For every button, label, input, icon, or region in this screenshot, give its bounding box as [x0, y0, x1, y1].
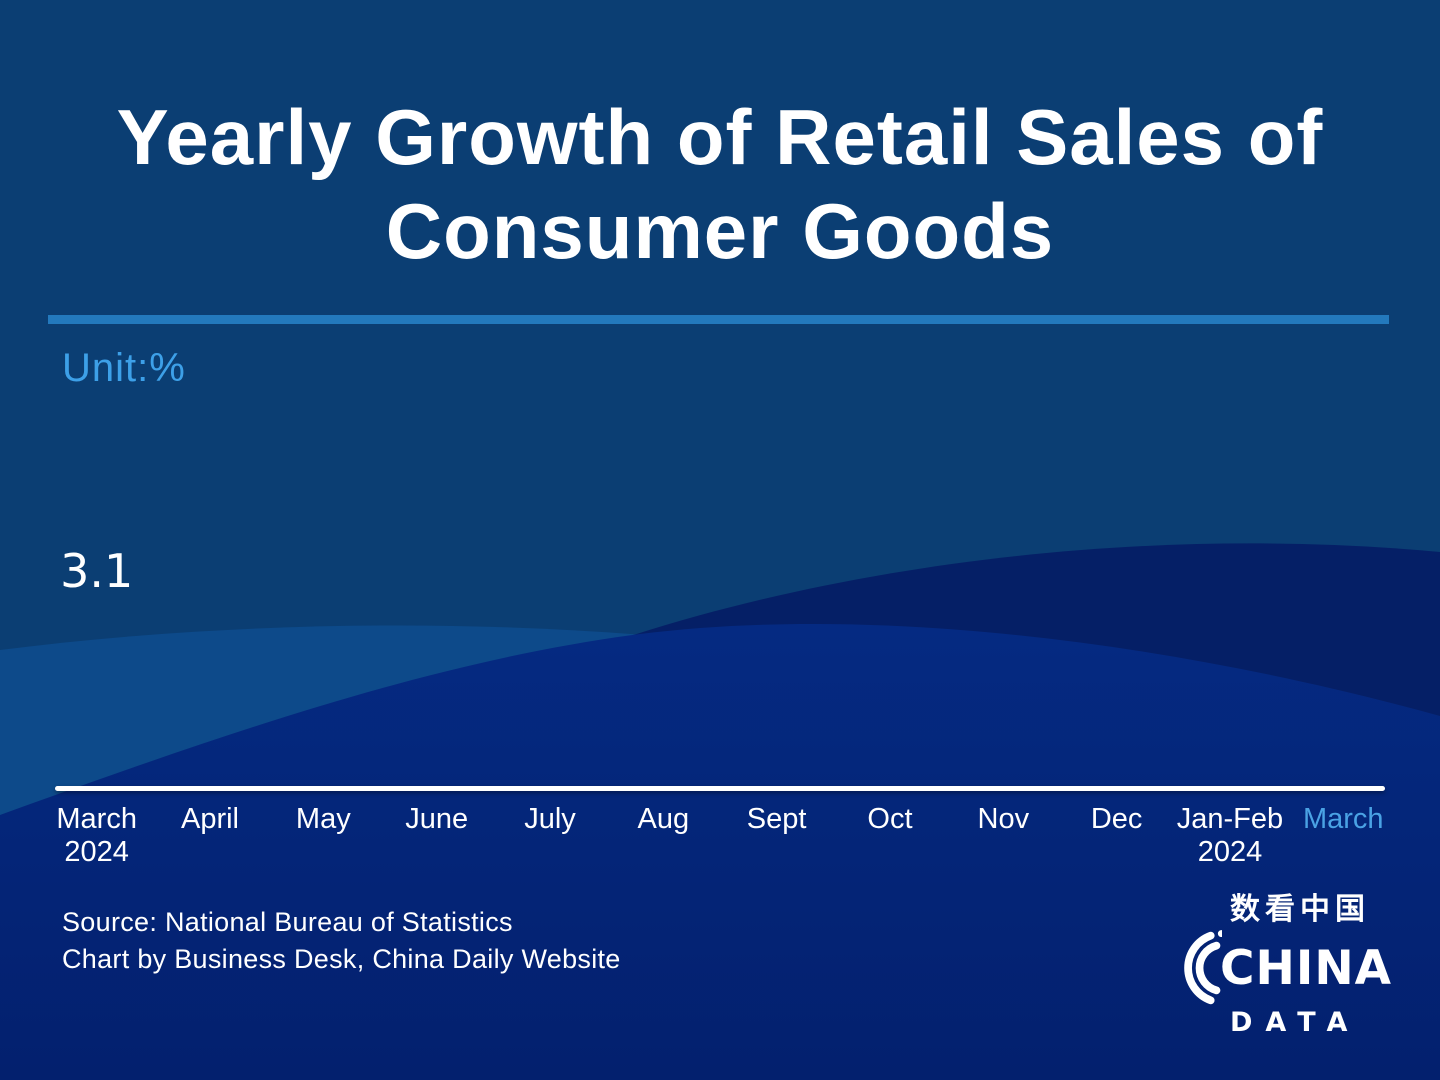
value-label-march: [1287, 544, 1400, 598]
value-label-jan-feb-2024: [1173, 544, 1286, 598]
page-title-line2: Consumer Goods: [385, 187, 1055, 275]
axis-label-oct: Oct: [867, 803, 913, 835]
china-data-logo: 数看中国 CHINA DATA: [1168, 892, 1391, 1038]
value-label-june: [380, 544, 493, 598]
value-label-april: [153, 544, 266, 598]
logo-chinese-text: 数看中国: [1230, 892, 1370, 927]
value-label-oct: [833, 544, 946, 598]
source-block: Source: National Bureau of Statistics Ch…: [62, 904, 621, 978]
axis-label-may: May: [295, 803, 351, 835]
axis-label-dec: Dec: [1090, 803, 1143, 835]
logo-name-text: CHINA: [1220, 940, 1393, 996]
page-title-line1: Yearly Growth of Retail Sales of: [116, 93, 1324, 181]
source-line: Source: National Bureau of Statistics: [62, 907, 513, 937]
background-royal-sweep: [0, 623, 1440, 1080]
value-label-may: [267, 544, 380, 598]
axis-label-april: April: [180, 803, 239, 835]
value-label-sept: [720, 544, 833, 598]
axis-label-march: March 2024: [56, 803, 137, 868]
value-label-aug: [607, 544, 720, 598]
credit-line: Chart by Business Desk, China Daily Webs…: [62, 944, 621, 974]
page-title: Yearly Growth of Retail Sales of Consume…: [0, 90, 1440, 278]
axis-label-sept: Sept: [746, 803, 807, 835]
axis-label-march: March: [1302, 803, 1384, 835]
unit-label: Unit:%: [62, 346, 186, 390]
logo-sub-text: DATA: [1230, 1007, 1361, 1038]
axis-label-jan-feb: Jan-Feb 2024: [1176, 803, 1284, 868]
month-labels-row: March 2024 April May June July Aug Sept Oct Nov De…: [40, 803, 1400, 869]
sonar-arcs-icon: [1184, 930, 1222, 1005]
x-axis-line: [55, 786, 1385, 791]
value-label-nov: [947, 544, 1060, 598]
axis-label-nov: Nov: [977, 803, 1030, 835]
axis-label-july: July: [524, 803, 576, 835]
value-labels-row: 3.1: [40, 544, 1400, 598]
title-divider: [48, 315, 1389, 324]
value-label-dec: [1060, 544, 1173, 598]
axis-label-june: June: [405, 803, 469, 835]
value-label-march-2024: 3.1: [60, 544, 134, 598]
axis-label-aug: Aug: [637, 803, 690, 835]
value-label-july: [493, 544, 606, 598]
logo-main-row: CHINA: [1168, 925, 1391, 1011]
